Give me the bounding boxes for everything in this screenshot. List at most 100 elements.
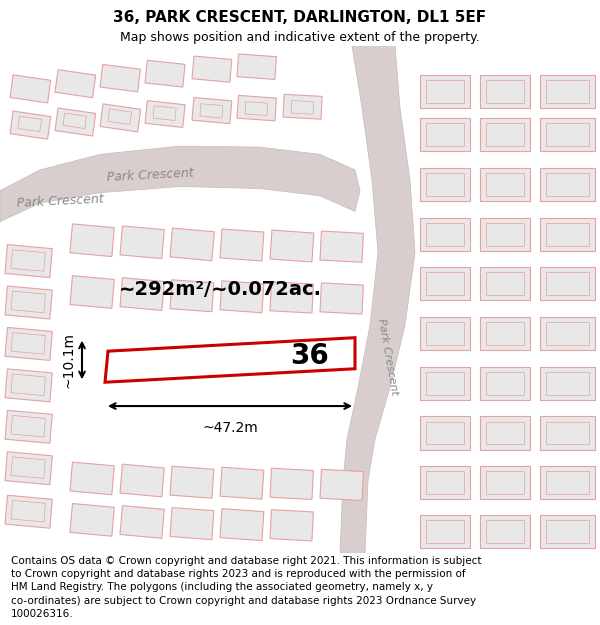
Bar bbox=[11, 416, 46, 437]
Bar bbox=[108, 109, 131, 124]
Bar bbox=[546, 272, 589, 295]
Bar bbox=[426, 520, 464, 542]
Bar bbox=[546, 222, 589, 246]
Bar bbox=[270, 468, 313, 499]
Bar bbox=[486, 222, 524, 246]
Text: ~292m²/~0.072ac.: ~292m²/~0.072ac. bbox=[119, 279, 322, 299]
Bar bbox=[63, 113, 86, 129]
Bar bbox=[237, 54, 277, 79]
Bar bbox=[283, 94, 322, 119]
Bar bbox=[220, 281, 264, 312]
Bar bbox=[291, 101, 314, 114]
Bar bbox=[426, 123, 464, 146]
Bar bbox=[426, 80, 464, 102]
Bar bbox=[220, 468, 264, 499]
Bar bbox=[153, 106, 176, 121]
Bar bbox=[546, 471, 589, 494]
Bar bbox=[486, 322, 524, 345]
Bar bbox=[170, 466, 214, 498]
Bar bbox=[18, 116, 41, 132]
Bar bbox=[486, 123, 524, 146]
Bar bbox=[270, 230, 314, 262]
Bar bbox=[480, 74, 530, 108]
Bar bbox=[270, 509, 313, 541]
Bar bbox=[100, 64, 140, 92]
Bar bbox=[70, 276, 114, 308]
Bar bbox=[546, 123, 589, 146]
Bar bbox=[426, 422, 464, 444]
Bar bbox=[486, 80, 524, 102]
Bar bbox=[11, 457, 46, 478]
Text: Park Crescent: Park Crescent bbox=[16, 192, 104, 210]
Bar bbox=[480, 118, 530, 151]
Bar bbox=[480, 268, 530, 301]
Text: ~47.2m: ~47.2m bbox=[202, 421, 258, 434]
Bar bbox=[540, 367, 595, 400]
Bar bbox=[320, 231, 364, 262]
Bar bbox=[480, 168, 530, 201]
Bar bbox=[192, 56, 232, 82]
Bar bbox=[120, 506, 164, 538]
Bar bbox=[320, 283, 364, 314]
Bar bbox=[120, 464, 164, 497]
Bar bbox=[5, 495, 52, 528]
Bar bbox=[420, 118, 470, 151]
Bar bbox=[420, 515, 470, 548]
Bar bbox=[486, 520, 524, 542]
Bar bbox=[5, 452, 52, 484]
Bar bbox=[480, 317, 530, 350]
Bar bbox=[10, 111, 50, 139]
Bar bbox=[420, 416, 470, 449]
Bar bbox=[426, 471, 464, 494]
Bar bbox=[5, 328, 52, 361]
Bar bbox=[546, 422, 589, 444]
Bar bbox=[540, 317, 595, 350]
Bar bbox=[70, 462, 114, 495]
Bar bbox=[5, 369, 52, 402]
Bar bbox=[170, 228, 214, 261]
Bar bbox=[11, 332, 46, 354]
Polygon shape bbox=[340, 46, 415, 553]
Bar bbox=[480, 367, 530, 400]
Bar bbox=[546, 80, 589, 102]
Bar bbox=[55, 108, 95, 136]
Bar bbox=[70, 224, 114, 256]
Bar bbox=[540, 416, 595, 449]
Text: Map shows position and indicative extent of the property.: Map shows position and indicative extent… bbox=[120, 31, 480, 44]
Bar bbox=[420, 168, 470, 201]
Bar bbox=[420, 74, 470, 108]
Bar bbox=[220, 229, 264, 261]
Bar bbox=[270, 282, 313, 313]
Bar bbox=[5, 244, 52, 278]
Bar bbox=[540, 268, 595, 301]
Bar bbox=[5, 286, 52, 319]
Bar bbox=[426, 173, 464, 196]
Bar bbox=[426, 322, 464, 345]
Bar bbox=[486, 272, 524, 295]
Bar bbox=[100, 104, 140, 132]
Bar bbox=[546, 173, 589, 196]
Text: Park Crescent: Park Crescent bbox=[376, 318, 400, 396]
Bar bbox=[480, 217, 530, 251]
Bar bbox=[426, 272, 464, 295]
Bar bbox=[245, 102, 268, 116]
Bar bbox=[145, 60, 185, 87]
Bar bbox=[237, 96, 277, 121]
Bar bbox=[420, 367, 470, 400]
Bar bbox=[546, 520, 589, 542]
Bar bbox=[486, 422, 524, 444]
Bar bbox=[480, 515, 530, 548]
Bar bbox=[486, 471, 524, 494]
Text: Park Crescent: Park Crescent bbox=[106, 166, 194, 184]
Bar bbox=[55, 69, 95, 98]
Bar bbox=[320, 469, 364, 501]
Bar bbox=[546, 322, 589, 345]
Bar bbox=[420, 217, 470, 251]
Bar bbox=[426, 222, 464, 246]
Bar bbox=[11, 374, 46, 396]
Bar bbox=[192, 98, 232, 124]
Bar bbox=[486, 173, 524, 196]
Bar bbox=[426, 372, 464, 394]
Bar bbox=[11, 501, 46, 522]
Text: 36: 36 bbox=[290, 342, 329, 371]
